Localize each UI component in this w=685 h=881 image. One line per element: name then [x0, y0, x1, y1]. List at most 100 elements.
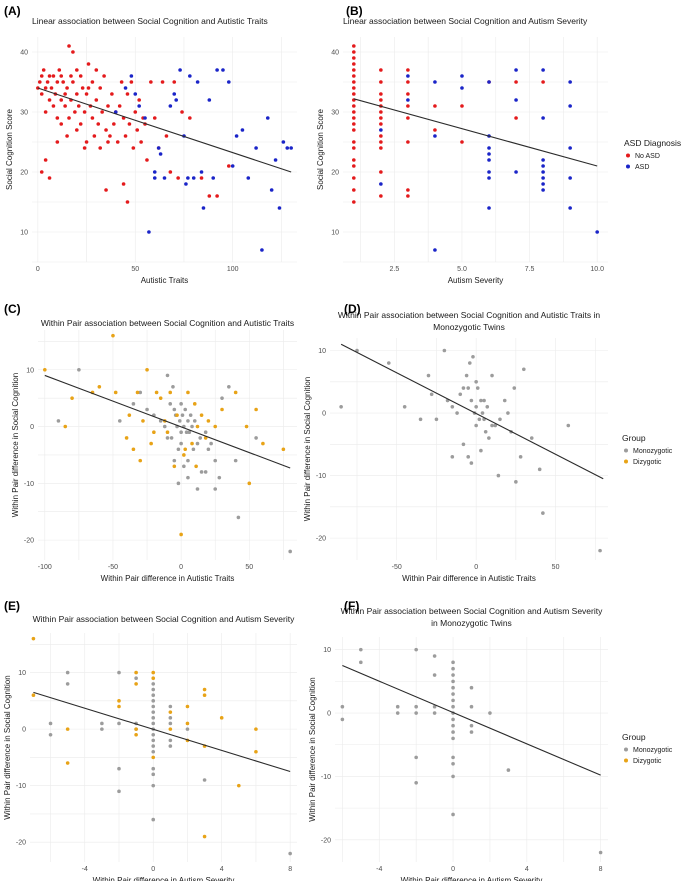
data-point — [186, 390, 190, 395]
y-axis-label: Within Pair difference in Social Cogniti… — [11, 373, 20, 517]
data-point — [168, 738, 173, 743]
data-point — [151, 755, 156, 760]
data-point — [281, 140, 286, 144]
data-point — [57, 68, 62, 72]
data-point — [137, 98, 141, 102]
data-point — [156, 146, 161, 150]
data-point — [201, 206, 206, 210]
chart-title: in Monozygotic Twins — [431, 618, 512, 628]
data-point — [541, 188, 545, 192]
data-point — [487, 436, 491, 440]
data-point — [233, 390, 238, 395]
data-point — [147, 230, 151, 234]
data-point — [221, 68, 225, 72]
legend-entry: Monozygotic — [633, 448, 673, 455]
data-point — [199, 470, 204, 474]
data-point — [451, 736, 455, 741]
data-point — [496, 473, 501, 478]
data-point — [469, 685, 474, 690]
data-point — [194, 464, 198, 469]
y-axis-label: Social Cognition Score — [5, 108, 14, 189]
data-point — [442, 348, 447, 353]
data-point — [151, 670, 156, 675]
data-point — [352, 86, 356, 90]
x-tick-label: 7.5 — [525, 266, 535, 273]
data-point — [352, 68, 356, 72]
data-point — [67, 116, 71, 120]
data-point — [134, 727, 138, 731]
data-point — [379, 80, 383, 84]
data-point — [188, 413, 193, 417]
data-point — [451, 723, 455, 728]
data-point — [254, 146, 258, 150]
data-point — [106, 104, 110, 108]
data-point — [379, 146, 383, 150]
data-point — [151, 699, 156, 703]
data-point — [595, 230, 599, 234]
data-point — [80, 86, 85, 90]
data-point — [151, 772, 156, 777]
data-point — [41, 68, 46, 72]
legend-swatch — [624, 448, 628, 453]
data-point — [176, 447, 181, 452]
data-point — [426, 373, 431, 378]
data-point — [104, 188, 108, 192]
series-monozygotic — [56, 367, 292, 554]
y-tick-label: -20 — [24, 538, 34, 545]
data-point — [78, 74, 83, 78]
data-point — [65, 134, 69, 138]
data-point — [469, 461, 474, 465]
data-point — [195, 441, 200, 446]
data-point — [152, 430, 156, 435]
data-point — [379, 98, 383, 102]
data-point — [379, 128, 383, 132]
data-point — [379, 68, 383, 72]
data-point — [487, 152, 491, 156]
data-point — [43, 86, 48, 90]
data-point — [185, 727, 190, 731]
data-point — [39, 92, 44, 96]
y-tick-label: 30 — [331, 110, 339, 117]
data-point — [406, 68, 410, 72]
x-tick-label: 0 — [179, 564, 183, 571]
data-point — [168, 104, 173, 108]
data-point — [395, 704, 400, 709]
x-axis-label: Within Pair difference in Autistic Trait… — [402, 574, 536, 583]
legend: Group Monozygotic Dizygotic — [622, 433, 673, 466]
data-point — [220, 396, 224, 400]
regression-line — [33, 691, 291, 773]
data-point — [69, 74, 73, 78]
data-point — [379, 92, 383, 96]
panel-label: (C) — [4, 302, 21, 316]
data-point — [203, 430, 208, 435]
data-point — [352, 146, 356, 150]
y-tick-label: -20 — [16, 840, 26, 847]
data-point — [236, 515, 241, 520]
regression-line — [340, 343, 604, 480]
data-point — [352, 122, 356, 126]
data-point — [518, 455, 523, 459]
data-point — [49, 86, 54, 90]
legend-swatch — [624, 758, 628, 763]
data-point — [111, 333, 115, 338]
data-point — [432, 654, 437, 658]
data-point — [450, 455, 455, 459]
data-point — [493, 423, 498, 428]
x-tick-label: -50 — [392, 564, 402, 571]
data-point — [386, 361, 391, 365]
data-point — [202, 687, 207, 692]
data-point — [124, 436, 129, 440]
data-point — [483, 430, 488, 434]
series-asd — [379, 68, 599, 252]
data-point — [176, 176, 180, 180]
data-point — [514, 68, 518, 72]
data-point — [498, 417, 502, 422]
data-point — [56, 419, 61, 423]
legend-swatch — [626, 164, 630, 169]
series-no-asd — [36, 44, 231, 204]
y-tick-label: 10 — [318, 348, 326, 355]
x-tick-label: -4 — [82, 866, 88, 873]
data-point — [215, 68, 219, 72]
data-point — [123, 86, 128, 90]
data-point — [45, 80, 50, 84]
